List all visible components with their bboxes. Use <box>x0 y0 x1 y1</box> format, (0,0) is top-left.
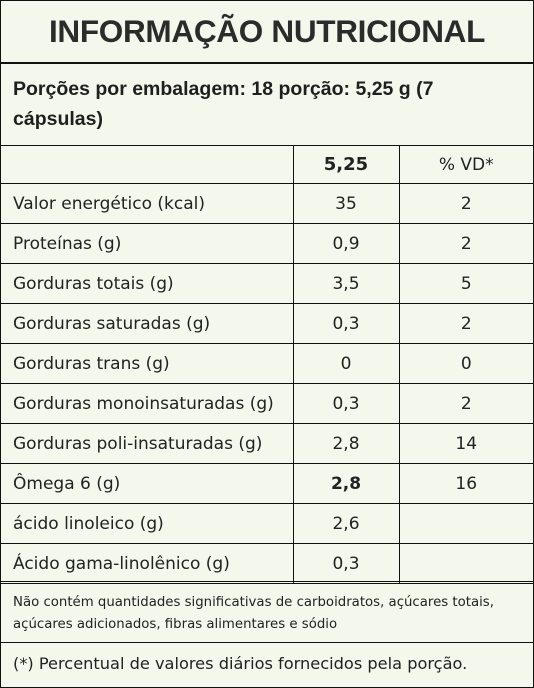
label-title: INFORMAÇÃO NUTRICIONAL <box>1 1 533 64</box>
nutrition-table: 5,25 % VD* Valor energético (kcal) 35 2 … <box>1 146 533 584</box>
table-row: Proteínas (g) 0,9 2 <box>1 223 533 264</box>
nutrient-name: Gorduras saturadas (g) <box>1 303 294 344</box>
table-row: Gorduras monoinsaturadas (g) 0,3 2 <box>1 383 533 424</box>
table-row: Ácido gama-linolênico (g) 0,3 <box>1 543 533 584</box>
nutrient-name: Ácido gama-linolênico (g) <box>1 543 294 584</box>
nutrient-value: 2,8 <box>292 423 400 464</box>
nutrient-name: Valor energético (kcal) <box>1 183 294 224</box>
nutrient-value: 0,3 <box>292 543 400 584</box>
nutrient-vd: 16 <box>398 463 533 504</box>
table-row: Gorduras poli-insaturadas (g) 2,8 14 <box>1 423 533 464</box>
nutrient-vd: 14 <box>398 423 533 464</box>
table-row: Gorduras saturadas (g) 0,3 2 <box>1 303 533 344</box>
header-name-cell <box>1 146 294 184</box>
nutrient-value: 35 <box>292 183 400 224</box>
nutrient-vd: 2 <box>398 383 533 424</box>
nutrient-vd: 2 <box>398 183 533 224</box>
serving-info: Porções por embalagem: 18 porção: 5,25 g… <box>1 64 533 146</box>
table-row: Ômega 6 (g) 2,8 16 <box>1 463 533 504</box>
nutrient-name: Gorduras trans (g) <box>1 343 294 384</box>
table-row: Gorduras trans (g) 0 0 <box>1 343 533 384</box>
nutrition-note: Não contém quantidades significativas de… <box>1 581 533 643</box>
nutrient-vd <box>398 503 533 544</box>
nutrient-name: Gorduras poli-insaturadas (g) <box>1 423 294 464</box>
nutrient-vd: 2 <box>398 223 533 264</box>
nutrient-vd: 0 <box>398 343 533 384</box>
header-vd-percent: % VD* <box>398 146 533 184</box>
nutrient-vd: 2 <box>398 303 533 344</box>
table-row: ácido linoleico (g) 2,6 <box>1 503 533 544</box>
footnote: (*) Percentual de valores diários fornec… <box>13 654 468 673</box>
table-header-row: 5,25 % VD* <box>1 146 533 184</box>
nutrient-value: 2,8 <box>292 463 400 504</box>
nutrient-vd <box>398 543 533 584</box>
nutrient-name: Gorduras totais (g) <box>1 263 294 304</box>
nutrient-vd: 5 <box>398 263 533 304</box>
header-portion-value: 5,25 <box>292 146 400 184</box>
nutrient-name: ácido linoleico (g) <box>1 503 294 544</box>
nutrient-value: 3,5 <box>292 263 400 304</box>
nutrient-name: Proteínas (g) <box>1 223 294 264</box>
nutrient-value: 2,6 <box>292 503 400 544</box>
nutrient-value: 0,3 <box>292 303 400 344</box>
table-row: Gorduras totais (g) 3,5 5 <box>1 263 533 304</box>
nutrient-value: 0,3 <box>292 383 400 424</box>
nutrient-name: Gorduras monoinsaturadas (g) <box>1 383 294 424</box>
nutrient-value: 0 <box>292 343 400 384</box>
table-row: Valor energético (kcal) 35 2 <box>1 183 533 224</box>
nutrient-name: Ômega 6 (g) <box>1 463 294 504</box>
nutrient-value: 0,9 <box>292 223 400 264</box>
